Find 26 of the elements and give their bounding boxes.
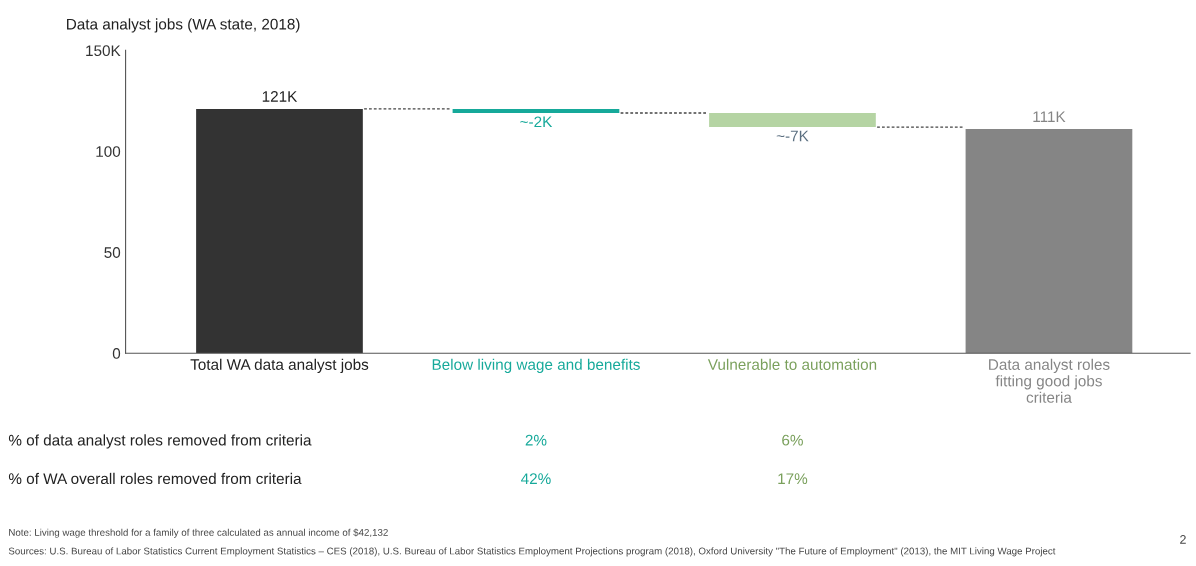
text: 6% — [782, 434, 803, 446]
x-tick-label: Vulnerable to automation — [707, 358, 877, 370]
bar — [965, 129, 1133, 354]
y-tick-label: 150K — [86, 45, 121, 57]
y-tick-label: 50 — [104, 247, 121, 258]
text: 2 — [1180, 535, 1186, 544]
source-note: Sources: U.S. Bureau of Labor Statistics Current Employment Statistics – CES (2018), U.S. Bureau of Labor Statistics Employment Projections program (2018), Oxford University "The Future of Employment" (2013), the MIT Living Wage Project — [8, 547, 1056, 557]
y-tick-label: 0 — [112, 348, 121, 359]
data-label: ~-7K — [776, 130, 809, 142]
bar — [196, 108, 363, 354]
chart-title: Data analyst jobs (WA state, 2018) — [67, 18, 300, 33]
text: 42% — [521, 473, 551, 485]
text: % of data analyst roles removed from criteria — [8, 434, 312, 449]
x-tick-label: Below living wage and benefits — [432, 358, 640, 373]
x-tick-label: Total WA data analyst jobs — [190, 358, 369, 373]
bar — [452, 108, 620, 113]
data-label: 121K — [262, 91, 298, 102]
text: 17% — [778, 473, 808, 485]
bar — [709, 112, 876, 128]
text: 2% — [525, 434, 547, 446]
text: Note: Living wage threshold for a family of three calculated as annual income of $42,132 — [9, 528, 388, 538]
data-label: ~-2K — [520, 116, 553, 128]
data-label: 111K — [1033, 111, 1066, 122]
text: % of WA overall roles removed from criteria — [8, 472, 302, 485]
y-tick-label: 100 — [96, 146, 121, 157]
x-tick-label: Data analyst roles fitting good jobs criteria — [989, 358, 1110, 403]
